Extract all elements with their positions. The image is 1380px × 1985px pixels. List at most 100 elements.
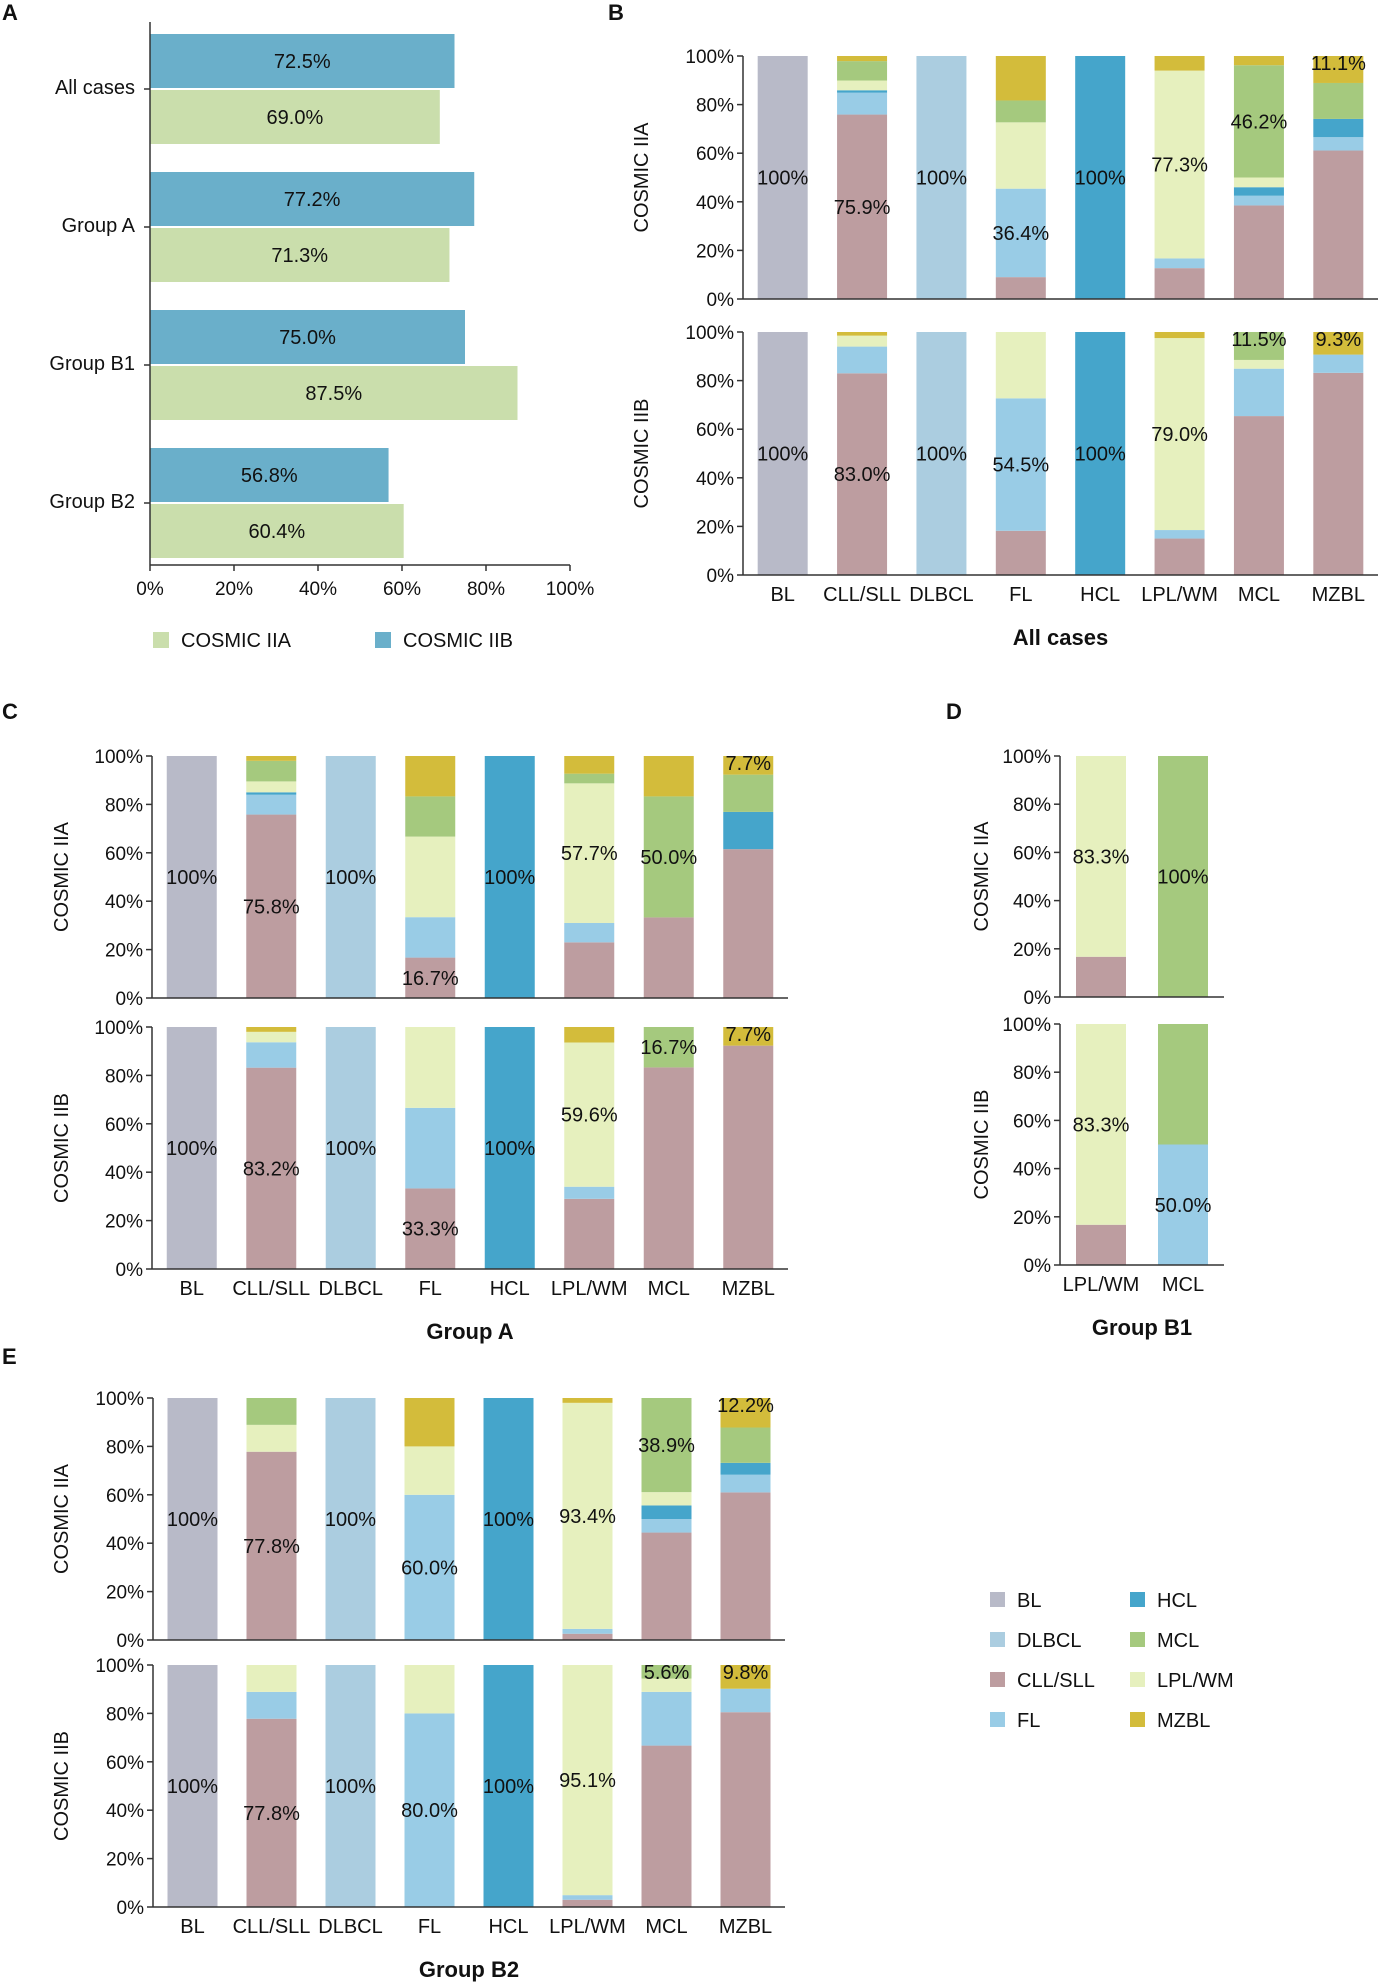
bar-segment-cll-sll-fl — [837, 346, 888, 374]
bar-segment-dlbcl-dlbcl — [916, 56, 967, 299]
bar-segment-mzbl-cll-sll — [720, 1712, 771, 1907]
x-tick-label: CLL/SLL — [233, 1916, 311, 1938]
bar-segment-mcl-mzbl — [643, 756, 694, 797]
x-tick-label: LPL/WM — [551, 1278, 628, 1300]
bar-segment-bl-bl — [757, 332, 808, 575]
bar-segment-mzbl-fl — [1313, 354, 1364, 373]
bar-segment-mcl-lpl-wm — [1233, 177, 1284, 188]
bar-segment-cll-sll-lpl-wm — [246, 1665, 297, 1692]
y-axis-label: COSMIC IIB — [51, 1093, 73, 1203]
bar-segment-lpl-wm-cll-sll — [562, 1899, 613, 1907]
y-tick-label: 80% — [105, 795, 143, 816]
bar-segment-fl-mcl — [405, 796, 456, 837]
bar-cosmic-iia-all-cases — [150, 90, 440, 144]
bar-segment-mzbl-hcl — [723, 811, 774, 850]
bar-segment-fl-fl — [995, 398, 1046, 531]
x-tick-label: MCL — [1238, 584, 1280, 606]
x-tick-label: MZBL — [1312, 584, 1365, 606]
data-label: 83.3% — [1073, 1114, 1130, 1136]
bar-segment-lpl-wm-lpl-wm — [1154, 70, 1205, 259]
bar-segment-lpl-wm-mcl — [564, 773, 615, 784]
y-tick-label: 40% — [1013, 1160, 1051, 1181]
y-axis-label: COSMIC IIA — [51, 821, 73, 932]
bar-segment-mzbl-cll-sll — [1313, 150, 1364, 299]
panel-title: All cases — [1013, 625, 1108, 650]
panel-label: C — [2, 699, 18, 724]
y-tick-label: 20% — [106, 1850, 144, 1871]
bar-segment-hcl-hcl — [483, 1665, 534, 1907]
bar-segment-cll-sll-mcl — [246, 760, 297, 782]
bar-segment-cll-sll-cll-sll — [837, 373, 888, 575]
bar-segment-mzbl-mzbl — [1313, 56, 1364, 83]
legend-swatch-fl — [990, 1712, 1005, 1727]
bar-segment-cll-sll-lpl-wm — [837, 335, 888, 347]
bar-segment-mcl-fl — [641, 1691, 692, 1746]
bar-segment-cll-sll-mcl — [837, 61, 888, 81]
legend-swatch-bl — [990, 1592, 1005, 1607]
panel-b: B 0% 20% 40% 60% 80% 100% COSMIC IIA 100% 75.9% 10… — [608, 0, 1378, 650]
data-label: 100% — [325, 1138, 376, 1160]
y-tick-label: 80% — [106, 1437, 144, 1458]
y-tick-label: 100% — [685, 47, 734, 68]
bar-segment-mzbl-hcl — [1313, 118, 1364, 138]
y-tick-label: 60% — [105, 1115, 143, 1136]
bar-segment-hcl-hcl — [484, 1027, 535, 1269]
bar-segment-mcl-hcl — [1233, 187, 1284, 196]
y-tick-label: 80% — [1013, 795, 1051, 816]
bar-segment-mcl-lpl-wm — [641, 1678, 692, 1692]
x-tick-label: CLL/SLL — [232, 1278, 310, 1300]
bar-segment-cll-sll-cll-sll — [246, 1718, 297, 1907]
data-label: 12.2% — [717, 1395, 774, 1417]
y-tick-label: Group A — [62, 215, 136, 237]
x-tick-label: MCL — [1162, 1274, 1204, 1296]
legend-swatch-cll-sll — [990, 1672, 1005, 1687]
bar-segment-bl-bl — [167, 1398, 218, 1640]
bar-segment-mzbl-fl — [1313, 137, 1364, 151]
data-label: 100% — [483, 1776, 534, 1798]
bar-segment-cll-sll-lpl-wm — [246, 1031, 297, 1043]
data-label: 100% — [1075, 444, 1126, 466]
y-axis-label: COSMIC IIA — [51, 1463, 73, 1574]
y-tick-label: 60% — [696, 144, 734, 165]
y-tick-label: 20% — [1013, 940, 1051, 961]
data-label: 100% — [757, 444, 808, 466]
bar-cosmic-iia-group-b1 — [150, 366, 518, 420]
y-tick-label: 60% — [106, 1486, 144, 1507]
y-tick-label: 40% — [105, 892, 143, 913]
bar-segment-mzbl-mcl — [1313, 82, 1364, 119]
bar-segment-cll-sll-lpl-wm — [246, 1424, 297, 1452]
subplot-cosmic-iia: 0% 20% 40% 60% 80% 100% COSMIC IIA 100% 75.9% 100… — [631, 47, 1378, 311]
bar-segment-lpl-wm-cll-sll — [1076, 1224, 1126, 1265]
data-label: 16.7% — [640, 1037, 697, 1059]
data-label: 95.1% — [559, 1770, 616, 1792]
data-label: 100% — [166, 1138, 217, 1160]
data-label: 54.5% — [992, 455, 1049, 477]
data-label: 100% — [483, 1509, 534, 1531]
bar-segment-mzbl-mzbl — [1313, 332, 1364, 355]
bar-segment-lpl-wm-lpl-wm — [564, 1042, 615, 1187]
bar-segment-mcl-cll-sll — [643, 917, 694, 998]
legend-label-mzbl: MZBL — [1157, 1710, 1210, 1732]
y-tick-label: All cases — [55, 77, 135, 99]
y-tick-label: 40% — [1013, 892, 1051, 913]
panel-label: B — [608, 0, 624, 25]
x-tick-label: FL — [1009, 584, 1032, 606]
subplot-cosmic-iia: 0% 20% 40% 60% 80% 100% COSMIC IIA 100% 77.8% 100… — [51, 1389, 785, 1652]
data-label: 100% — [484, 867, 535, 889]
x-tick-label: BL — [180, 1916, 204, 1938]
bar-segment-fl-cll-sll — [995, 277, 1046, 299]
bar-segment-mcl-mcl — [1233, 65, 1284, 178]
bar-cosmic-iia-group-b2 — [150, 504, 404, 558]
legend-swatch-mzbl — [1130, 1712, 1145, 1727]
data-label: 7.7% — [725, 753, 771, 775]
x-tick-label: BL — [180, 1278, 204, 1300]
bar-segment-hcl-hcl — [484, 756, 535, 998]
y-tick-label: 80% — [106, 1704, 144, 1725]
bar-segment-mzbl-fl — [720, 1688, 771, 1713]
bar-segment-mcl-fl — [1233, 195, 1284, 206]
x-tick-label: LPL/WM — [549, 1916, 626, 1938]
data-label: 72.5% — [274, 51, 331, 73]
bar-segment-lpl-wm-mzbl — [564, 756, 615, 774]
legend-label-dlbcl: DLBCL — [1017, 1630, 1081, 1652]
